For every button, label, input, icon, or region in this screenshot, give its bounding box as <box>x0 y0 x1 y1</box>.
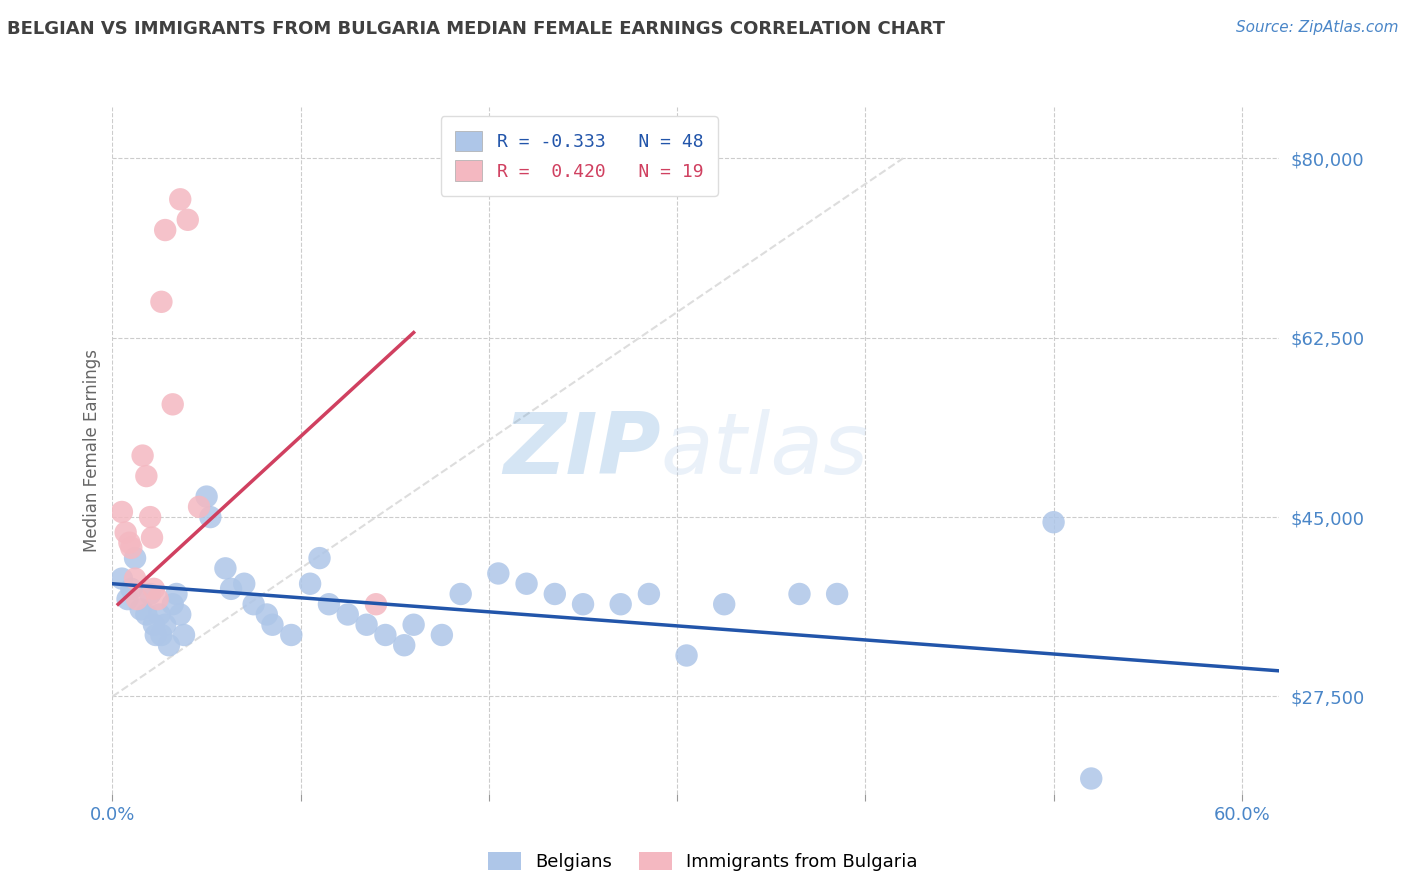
Point <box>280 628 302 642</box>
Point <box>177 212 200 227</box>
Text: atlas: atlas <box>661 409 869 492</box>
Point <box>162 397 184 411</box>
Point <box>233 576 256 591</box>
Point <box>111 572 134 586</box>
Point <box>572 597 595 611</box>
Point <box>516 576 538 591</box>
Point <box>825 587 848 601</box>
Text: ZIP: ZIP <box>503 409 661 492</box>
Point <box>139 510 162 524</box>
Y-axis label: Median Female Earnings: Median Female Earnings <box>83 349 101 552</box>
Legend: R = -0.333   N = 48, R =  0.420   N = 19: R = -0.333 N = 48, R = 0.420 N = 19 <box>440 116 718 195</box>
Point <box>195 490 218 504</box>
Point <box>430 628 453 642</box>
Point <box>318 597 340 611</box>
Point <box>117 592 139 607</box>
Point <box>675 648 697 663</box>
Point <box>148 607 170 622</box>
Text: Source: ZipAtlas.com: Source: ZipAtlas.com <box>1236 20 1399 35</box>
Point <box>162 597 184 611</box>
Point <box>169 192 191 206</box>
Point <box>145 628 167 642</box>
Point <box>364 597 387 611</box>
Point <box>120 541 142 555</box>
Point <box>131 449 153 463</box>
Point <box>169 607 191 622</box>
Point <box>544 587 567 601</box>
Point <box>114 525 136 540</box>
Point <box>129 602 152 616</box>
Point <box>256 607 278 622</box>
Point <box>638 587 661 601</box>
Point <box>150 628 173 642</box>
Point <box>308 551 330 566</box>
Point <box>262 617 284 632</box>
Point <box>219 582 242 596</box>
Point <box>713 597 735 611</box>
Point <box>450 587 472 601</box>
Point <box>120 582 142 596</box>
Point <box>609 597 631 611</box>
Text: BELGIAN VS IMMIGRANTS FROM BULGARIA MEDIAN FEMALE EARNINGS CORRELATION CHART: BELGIAN VS IMMIGRANTS FROM BULGARIA MEDI… <box>7 20 945 37</box>
Point <box>135 607 157 622</box>
Point <box>146 592 169 607</box>
Point <box>125 592 148 607</box>
Point <box>486 566 509 581</box>
Point <box>1042 515 1064 529</box>
Point <box>402 617 425 632</box>
Point <box>142 617 165 632</box>
Point <box>173 628 195 642</box>
Point <box>118 535 141 549</box>
Point <box>356 617 378 632</box>
Point <box>336 607 359 622</box>
Point <box>200 510 222 524</box>
Point <box>124 572 146 586</box>
Point <box>141 531 163 545</box>
Legend: Belgians, Immigrants from Bulgaria: Belgians, Immigrants from Bulgaria <box>481 845 925 879</box>
Point <box>124 551 146 566</box>
Point <box>150 294 173 309</box>
Point <box>374 628 396 642</box>
Point <box>157 638 180 652</box>
Point <box>299 576 322 591</box>
Point <box>214 561 236 575</box>
Point <box>242 597 264 611</box>
Point <box>139 587 162 601</box>
Point <box>111 505 134 519</box>
Point <box>142 582 165 596</box>
Point <box>188 500 211 514</box>
Point <box>153 223 176 237</box>
Point <box>392 638 416 652</box>
Point <box>166 587 188 601</box>
Point <box>789 587 811 601</box>
Point <box>135 469 157 483</box>
Point <box>1080 772 1102 786</box>
Point <box>153 617 176 632</box>
